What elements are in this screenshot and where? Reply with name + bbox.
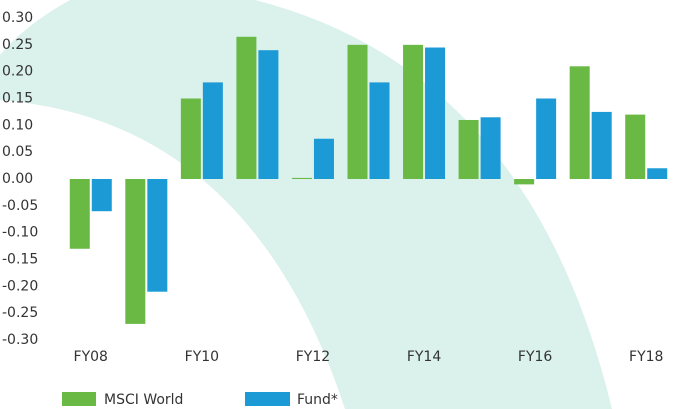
bar (480, 117, 501, 179)
bar (458, 119, 479, 179)
x-tick-label: FY08 (74, 349, 108, 365)
bar (369, 82, 390, 179)
y-tick-label: -0.30 (2, 332, 38, 348)
bar (514, 179, 535, 185)
bar (347, 44, 368, 180)
x-tick-label: FY16 (518, 349, 553, 365)
y-tick-label: -0.05 (2, 198, 38, 214)
background-arc (0, 0, 612, 409)
bar (625, 114, 646, 179)
y-tick-label: 0.05 (2, 144, 33, 160)
bar (425, 47, 446, 180)
y-tick-label: 0.00 (2, 171, 33, 187)
bar (591, 111, 612, 179)
bar (647, 168, 668, 179)
y-tick-label: -0.15 (2, 252, 38, 268)
legend-swatch (245, 392, 290, 406)
y-tick-label: -0.20 (2, 278, 38, 294)
x-tick-label: FY12 (296, 349, 330, 365)
y-tick-label: -0.25 (2, 305, 38, 321)
bar (403, 44, 424, 180)
bar (147, 179, 168, 292)
bar (569, 66, 590, 179)
y-tick-label: 0.10 (2, 117, 33, 133)
legend-swatch (62, 392, 96, 406)
x-tick-label: FY14 (407, 349, 442, 365)
y-tick-label: 0.20 (2, 64, 33, 80)
bar (202, 82, 223, 179)
bar (180, 98, 201, 179)
x-tick-label: FY10 (185, 349, 219, 365)
y-tick-label: 0.30 (2, 10, 33, 26)
legend-label: Fund* (297, 392, 338, 408)
bar (236, 36, 257, 180)
y-tick-label: 0.15 (2, 91, 33, 107)
bar (125, 179, 146, 324)
legend-label: MSCI World (104, 392, 183, 408)
bar (291, 177, 312, 179)
bar (69, 179, 90, 249)
bar (91, 179, 112, 212)
y-tick-label: 0.25 (2, 37, 33, 53)
y-tick-label: -0.10 (2, 225, 38, 241)
x-tick-label: FY18 (629, 349, 663, 365)
bar (313, 138, 334, 179)
bar (536, 98, 557, 179)
bar (258, 50, 279, 180)
